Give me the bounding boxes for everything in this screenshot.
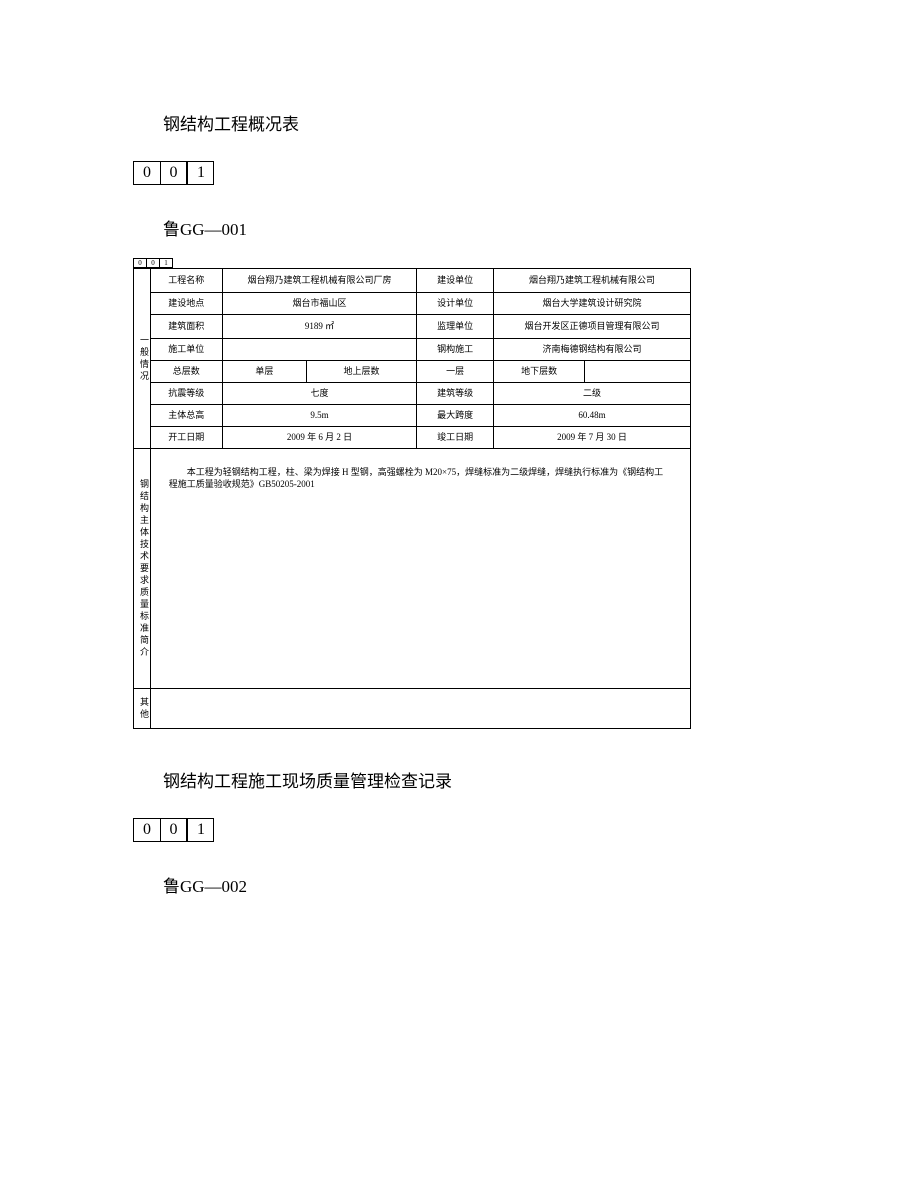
mini-code: 0 0 1 — [133, 258, 691, 268]
label: 建设单位 — [417, 269, 494, 293]
mini-cell: 1 — [159, 258, 173, 268]
label: 竣工日期 — [417, 427, 494, 449]
value: 烟台大学建筑设计研究院 — [494, 293, 691, 315]
other-value — [150, 689, 690, 729]
label: 设计单位 — [417, 293, 494, 315]
label: 施工单位 — [150, 339, 222, 361]
code-cell: 0 — [160, 161, 188, 185]
label: 工程名称 — [150, 269, 222, 293]
description: 本工程为轻钢结构工程，柱、梁为焊接 H 型钢，高强螺栓为 M20×75，焊缝标准… — [150, 449, 690, 689]
sub-code-1: 鲁GG—001 — [163, 215, 920, 240]
label: 建筑面积 — [150, 315, 222, 339]
mini-cell: 0 — [133, 258, 147, 268]
vhead-general: 一般情况 — [134, 269, 151, 449]
label: 开工日期 — [150, 427, 222, 449]
value: 烟台开发区正德项目管理有限公司 — [494, 315, 691, 339]
value: 济南梅德钢结构有限公司 — [494, 339, 691, 361]
label: 主体总高 — [150, 405, 222, 427]
label: 监理单位 — [417, 315, 494, 339]
value: 2009 年 6 月 2 日 — [222, 427, 416, 449]
label: 总层数 — [150, 361, 222, 383]
code-cell: 0 — [160, 818, 188, 842]
vhead-other: 其他 — [134, 689, 151, 729]
mini-cell: 0 — [146, 258, 160, 268]
label: 最大跨度 — [417, 405, 494, 427]
sub-code-2: 鲁GG—002 — [163, 872, 920, 897]
value: 烟台翔乃建筑工程机械有限公司 — [494, 269, 691, 293]
label: 钢构施工 — [417, 339, 494, 361]
table-block: 0 0 1 一般情况 工程名称 烟台翔乃建筑工程机械有限公司厂房 建设单位 烟台… — [133, 258, 691, 729]
value: 60.48m — [494, 405, 691, 427]
code-box-1: 0 0 1 — [133, 161, 920, 185]
value: 二级 — [494, 383, 691, 405]
value: 一层 — [417, 361, 494, 383]
value: 七度 — [222, 383, 416, 405]
vhead-tech: 钢结构主体技术要求质量标准简介 — [134, 449, 151, 689]
code-cell: 0 — [133, 818, 161, 842]
value: 9189 ㎡ — [222, 315, 416, 339]
label: 地下层数 — [494, 361, 585, 383]
value: 单层 — [222, 361, 306, 383]
value — [222, 339, 416, 361]
value: 2009 年 7 月 30 日 — [494, 427, 691, 449]
value: 9.5m — [222, 405, 416, 427]
label: 建筑等级 — [417, 383, 494, 405]
label: 建设地点 — [150, 293, 222, 315]
section1-title: 钢结构工程概况表 — [163, 110, 920, 135]
code-cell: 1 — [186, 161, 214, 185]
code-cell: 1 — [186, 818, 214, 842]
section2-title: 钢结构工程施工现场质量管理检查记录 — [163, 767, 920, 792]
value — [585, 361, 691, 383]
code-box-2: 0 0 1 — [133, 818, 920, 842]
value: 烟台市福山区 — [222, 293, 416, 315]
label: 抗震等级 — [150, 383, 222, 405]
label: 地上层数 — [306, 361, 416, 383]
code-cell: 0 — [133, 161, 161, 185]
overview-table: 一般情况 工程名称 烟台翔乃建筑工程机械有限公司厂房 建设单位 烟台翔乃建筑工程… — [133, 268, 691, 729]
value: 烟台翔乃建筑工程机械有限公司厂房 — [222, 269, 416, 293]
